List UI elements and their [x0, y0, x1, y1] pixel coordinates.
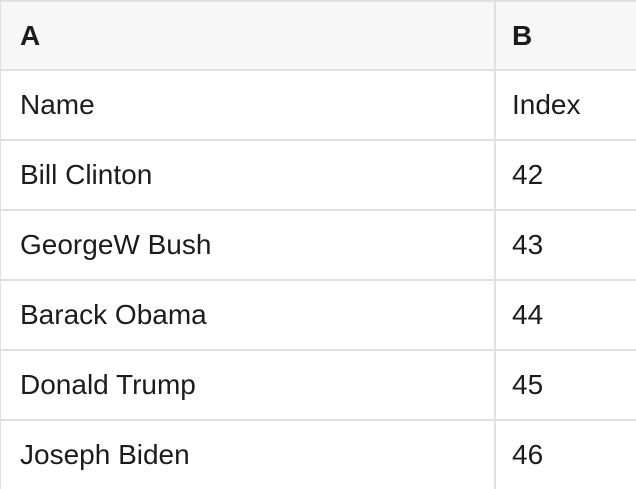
cell-index[interactable]: 43: [512, 229, 544, 260]
table-body: Name Index Bill Clinton 42 GeorgeW Bush …: [1, 71, 636, 489]
cell-index[interactable]: 42: [512, 159, 544, 190]
cell-name[interactable]: Barack Obama: [1, 281, 496, 349]
cell-name[interactable]: Name: [1, 71, 496, 139]
table-row: Barack Obama 44: [1, 281, 636, 351]
cell-index[interactable]: Index: [512, 89, 581, 120]
cell-name[interactable]: Bill Clinton: [1, 141, 496, 209]
column-header-row: A B: [1, 2, 636, 71]
cell-name[interactable]: Donald Trump: [1, 351, 496, 419]
cell-name[interactable]: GeorgeW Bush: [1, 211, 496, 279]
column-header-a[interactable]: A: [1, 2, 496, 69]
table-row: Bill Clinton 42: [1, 141, 636, 211]
table-row: Joseph Biden 46: [1, 421, 636, 489]
table-row: Donald Trump 45: [1, 351, 636, 421]
cell-name[interactable]: Joseph Biden: [1, 421, 496, 489]
cell-index[interactable]: 46: [512, 439, 544, 470]
table-row: Name Index: [1, 71, 636, 141]
column-header-b[interactable]: B: [512, 19, 533, 51]
table-row: GeorgeW Bush 43: [1, 211, 636, 281]
cell-index[interactable]: 45: [512, 369, 544, 400]
cell-index[interactable]: 44: [512, 299, 544, 330]
